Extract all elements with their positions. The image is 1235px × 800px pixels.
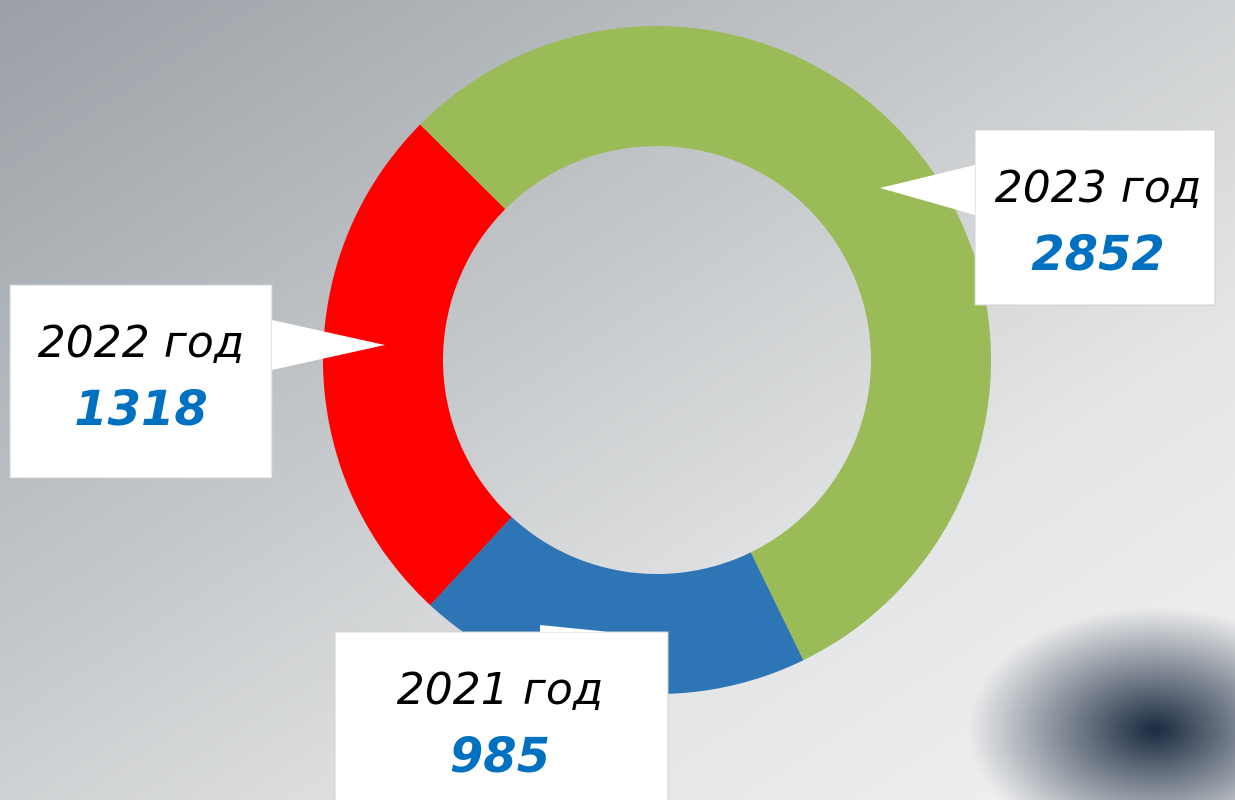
category-label: 2021 год xyxy=(397,664,603,715)
callout-box xyxy=(9,284,273,479)
value-label: 2852 xyxy=(1031,226,1165,282)
callout-pointer xyxy=(272,320,385,370)
donut-slice xyxy=(420,26,992,661)
value-label: 1318 xyxy=(74,381,208,437)
callout-pointer xyxy=(540,625,610,632)
callout-box xyxy=(974,129,1216,306)
callout-box xyxy=(334,631,669,800)
callout-pointer xyxy=(880,165,975,215)
value-label: 985 xyxy=(450,728,550,784)
donut-slice xyxy=(322,124,512,606)
category-label: 2023 год xyxy=(995,162,1201,213)
category-label: 2022 год xyxy=(38,317,244,368)
